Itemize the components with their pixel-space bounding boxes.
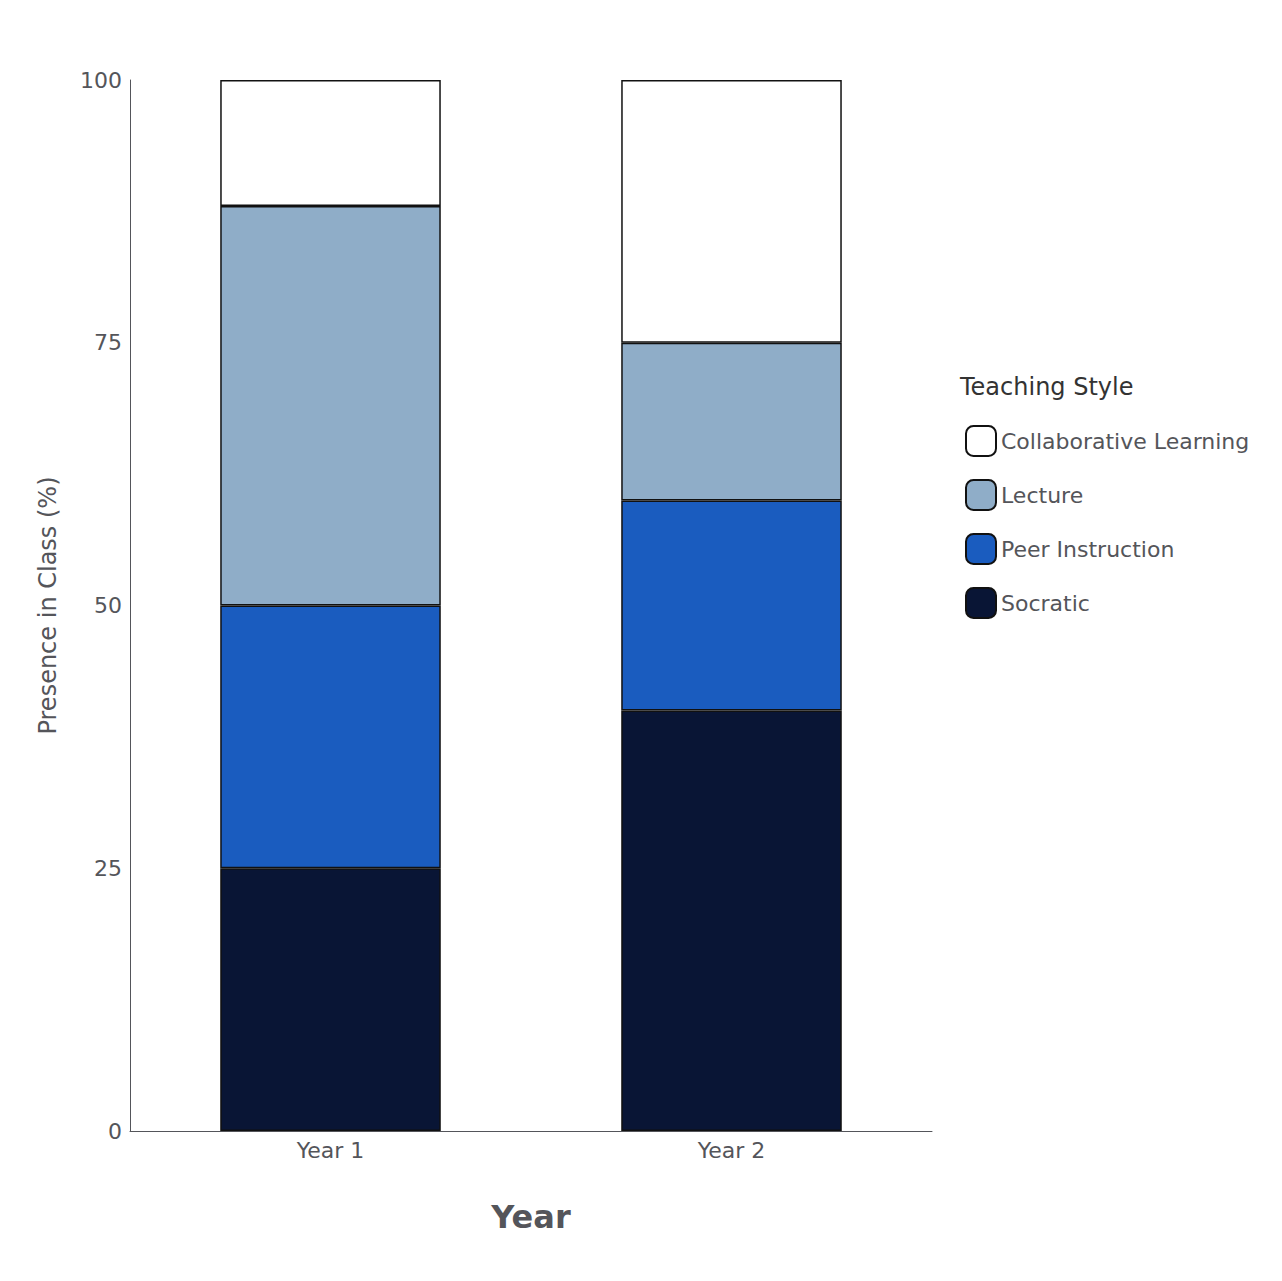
- svg-text:Year 2: Year 2: [697, 1138, 766, 1163]
- svg-text:Teaching Style: Teaching Style: [959, 373, 1133, 401]
- svg-text:Lecture: Lecture: [1001, 483, 1083, 508]
- svg-text:Peer Instruction: Peer Instruction: [1001, 537, 1174, 562]
- svg-text:Socratic: Socratic: [1001, 591, 1090, 616]
- svg-text:Collaborative Learning: Collaborative Learning: [1001, 429, 1249, 454]
- svg-text:25: 25: [94, 856, 122, 881]
- svg-text:Year: Year: [490, 1198, 571, 1236]
- svg-text:0: 0: [108, 1119, 122, 1144]
- svg-text:100: 100: [80, 68, 122, 93]
- svg-text:Presence in Class (%): Presence in Class (%): [34, 476, 62, 734]
- svg-text:50: 50: [94, 593, 122, 618]
- svg-text:75: 75: [94, 330, 122, 355]
- svg-text:Year 1: Year 1: [296, 1138, 365, 1163]
